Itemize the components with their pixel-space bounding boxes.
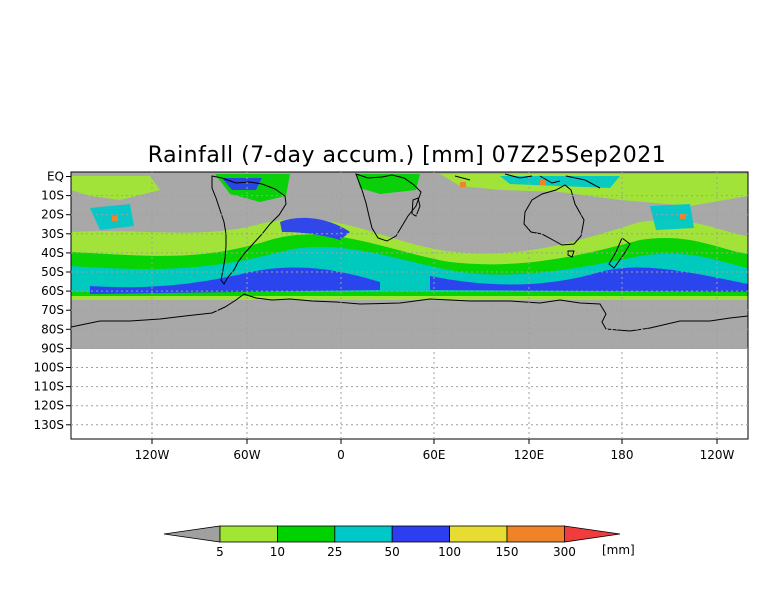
rain-cell-south-pacific-east: [650, 204, 694, 230]
heavy-rain-cell: [680, 214, 686, 219]
heavy-rain-cell: [540, 180, 546, 185]
colorbar-swatch: [219, 525, 278, 543]
latitude-tick-label: 40S: [41, 246, 64, 260]
colorbar-low-arrow: [163, 525, 221, 543]
colorbar-label: 100: [438, 545, 461, 559]
south-america-outline: [211, 175, 287, 285]
storm-track-blue-east: [430, 267, 748, 292]
longitude-tick-label: 0: [337, 448, 345, 462]
latitude-tick-label: 10S: [41, 189, 64, 203]
madagascar-outline: [411, 197, 421, 217]
latitude-tick-label: 60S: [41, 284, 64, 298]
antarctica-outline: [71, 293, 748, 332]
longitude-tick-label: 120E: [514, 448, 545, 462]
latitude-tick-label: 30S: [41, 227, 64, 241]
latitude-tick-label: 100S: [33, 361, 64, 375]
colorbar-label: 300: [553, 545, 576, 559]
longitude-tick-label: 60E: [423, 448, 446, 462]
maritime-islands-outline: [454, 173, 601, 189]
colorbar-swatch: [276, 525, 336, 543]
colorbar-label: 10: [270, 545, 285, 559]
map-frame: [70, 171, 749, 440]
longitude-tick-label: 120W: [135, 448, 170, 462]
heavy-rain-cell: [460, 182, 466, 187]
rain-bands: [71, 174, 748, 300]
rainfall-field: [71, 172, 748, 349]
latitude-tick-label: EQ: [47, 170, 64, 184]
tropical-rain-east-pacific: [71, 176, 160, 200]
colorbar-swatch: [449, 525, 508, 543]
tropical-rain-africa: [356, 174, 420, 194]
heavy-rain-cell: [112, 216, 118, 221]
tropical-rain-maritime-core: [500, 176, 620, 188]
latitude-ticks: EQ 10S 20S 30S 40S 50S 60S 70S 80S 90S 100S 110S 120…: [33, 170, 71, 432]
latitude-tick-label: 70S: [41, 303, 64, 317]
longitude-tick-label: 180: [611, 448, 634, 462]
front-blue-south-atlantic: [280, 217, 350, 240]
latitude-tick-label: 110S: [33, 380, 64, 394]
tasmania-outline: [567, 250, 575, 258]
colorbar-swatch: [506, 525, 565, 543]
latitude-tick-label: 80S: [41, 322, 64, 336]
colorbar-high-arrow: [564, 525, 621, 543]
colorbar-swatch: [391, 525, 451, 543]
latitude-tick-label: 50S: [41, 265, 64, 279]
colorbar: 5 10 25 50 100 150 300: [163, 525, 621, 559]
latitude-tick-label: 90S: [41, 341, 64, 355]
latitude-tick-label: 130S: [33, 418, 64, 432]
colorbar-label: 50: [385, 545, 400, 559]
africa-outline: [355, 173, 422, 242]
colorbar-label: 150: [496, 545, 519, 559]
new-zealand-outline: [608, 237, 631, 269]
australia-outline: [523, 184, 585, 246]
map-title: Rainfall (7-day accum.) [mm] 07Z25Sep202…: [148, 143, 666, 168]
continent-outlines: [71, 173, 748, 332]
latitude-tick-label: 120S: [33, 399, 64, 413]
colorbar-swatch: [334, 525, 393, 543]
colorbar-label: 25: [327, 545, 342, 559]
longitude-ticks: 120W 60W 0 60E 120E 180 120W: [135, 439, 735, 462]
storm-track-blue-west: [90, 267, 380, 294]
latitude-tick-label: 20S: [41, 208, 64, 222]
longitude-tick-label: 60W: [233, 448, 260, 462]
tropical-rain-amazon-core: [222, 178, 262, 190]
longitude-tick-label: 120W: [700, 448, 735, 462]
colorbar-label: 5: [216, 545, 224, 559]
colorbar-unit: [mm]: [602, 543, 635, 557]
empty-region: [71, 349, 748, 439]
